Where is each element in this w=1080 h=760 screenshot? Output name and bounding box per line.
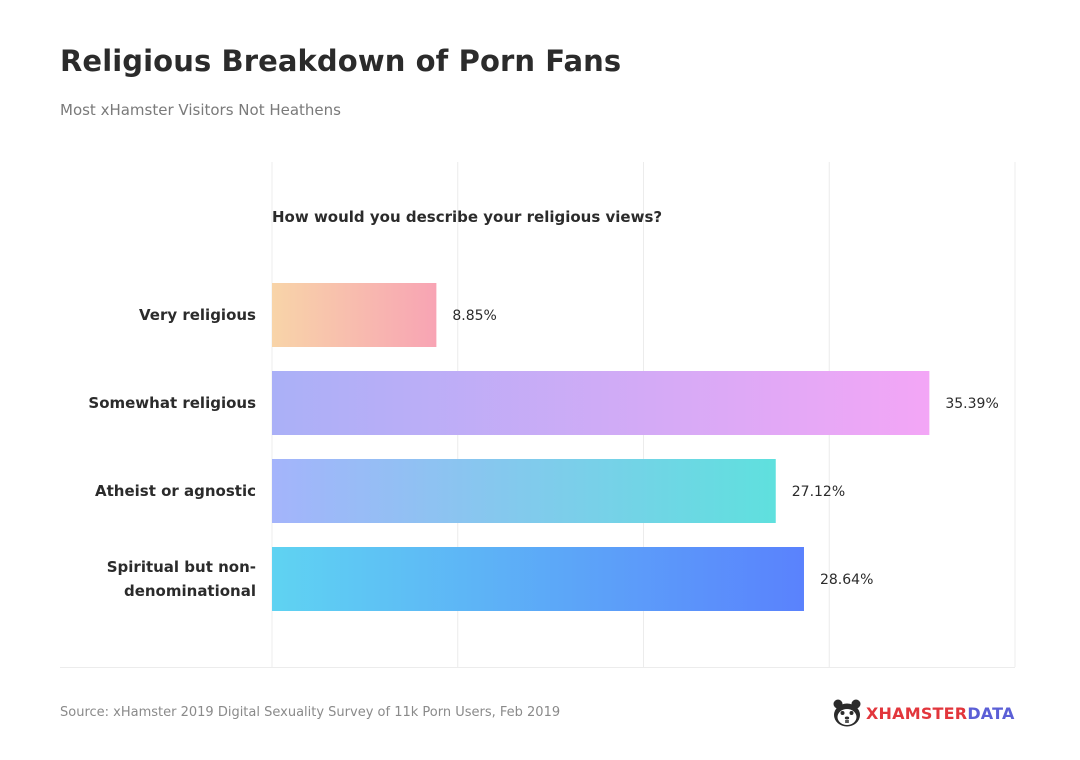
bar	[272, 371, 930, 435]
bar-value-label: 8.85%	[452, 308, 496, 324]
footer-divider	[60, 667, 1015, 668]
logo-word-data: DATA	[967, 703, 1015, 723]
xhamster-data-logo: XHAMSTER DATA	[832, 697, 1015, 729]
category-label: Spiritual but non-denominational	[107, 558, 256, 600]
chart-title: Religious Breakdown of Porn Fans	[60, 44, 622, 78]
hamster-face-icon	[832, 698, 862, 728]
bar	[272, 459, 776, 523]
bar-value-label: 27.12%	[792, 484, 845, 500]
bars: 8.85% Very religious 35.39% Somewhat religi…	[88, 283, 999, 611]
category-label: Somewhat religious	[88, 394, 256, 412]
logo-word-xhamster: XHAMSTER	[866, 703, 968, 723]
chart-question: How would you describe your religious vi…	[272, 208, 662, 226]
chart-subtitle: Most xHamster Visitors Not Heathens	[60, 101, 341, 119]
source-note: Source: xHamster 2019 Digital Sexuality …	[60, 705, 561, 720]
bar-value-label: 28.64%	[820, 572, 873, 588]
bar-chart: How would you describe your religious vi…	[88, 162, 1016, 667]
bar-value-label: 35.39%	[945, 396, 998, 412]
bar	[272, 283, 437, 347]
category-label: Very religious	[139, 306, 256, 324]
bar	[272, 547, 804, 611]
category-label: Atheist or agnostic	[95, 482, 256, 500]
